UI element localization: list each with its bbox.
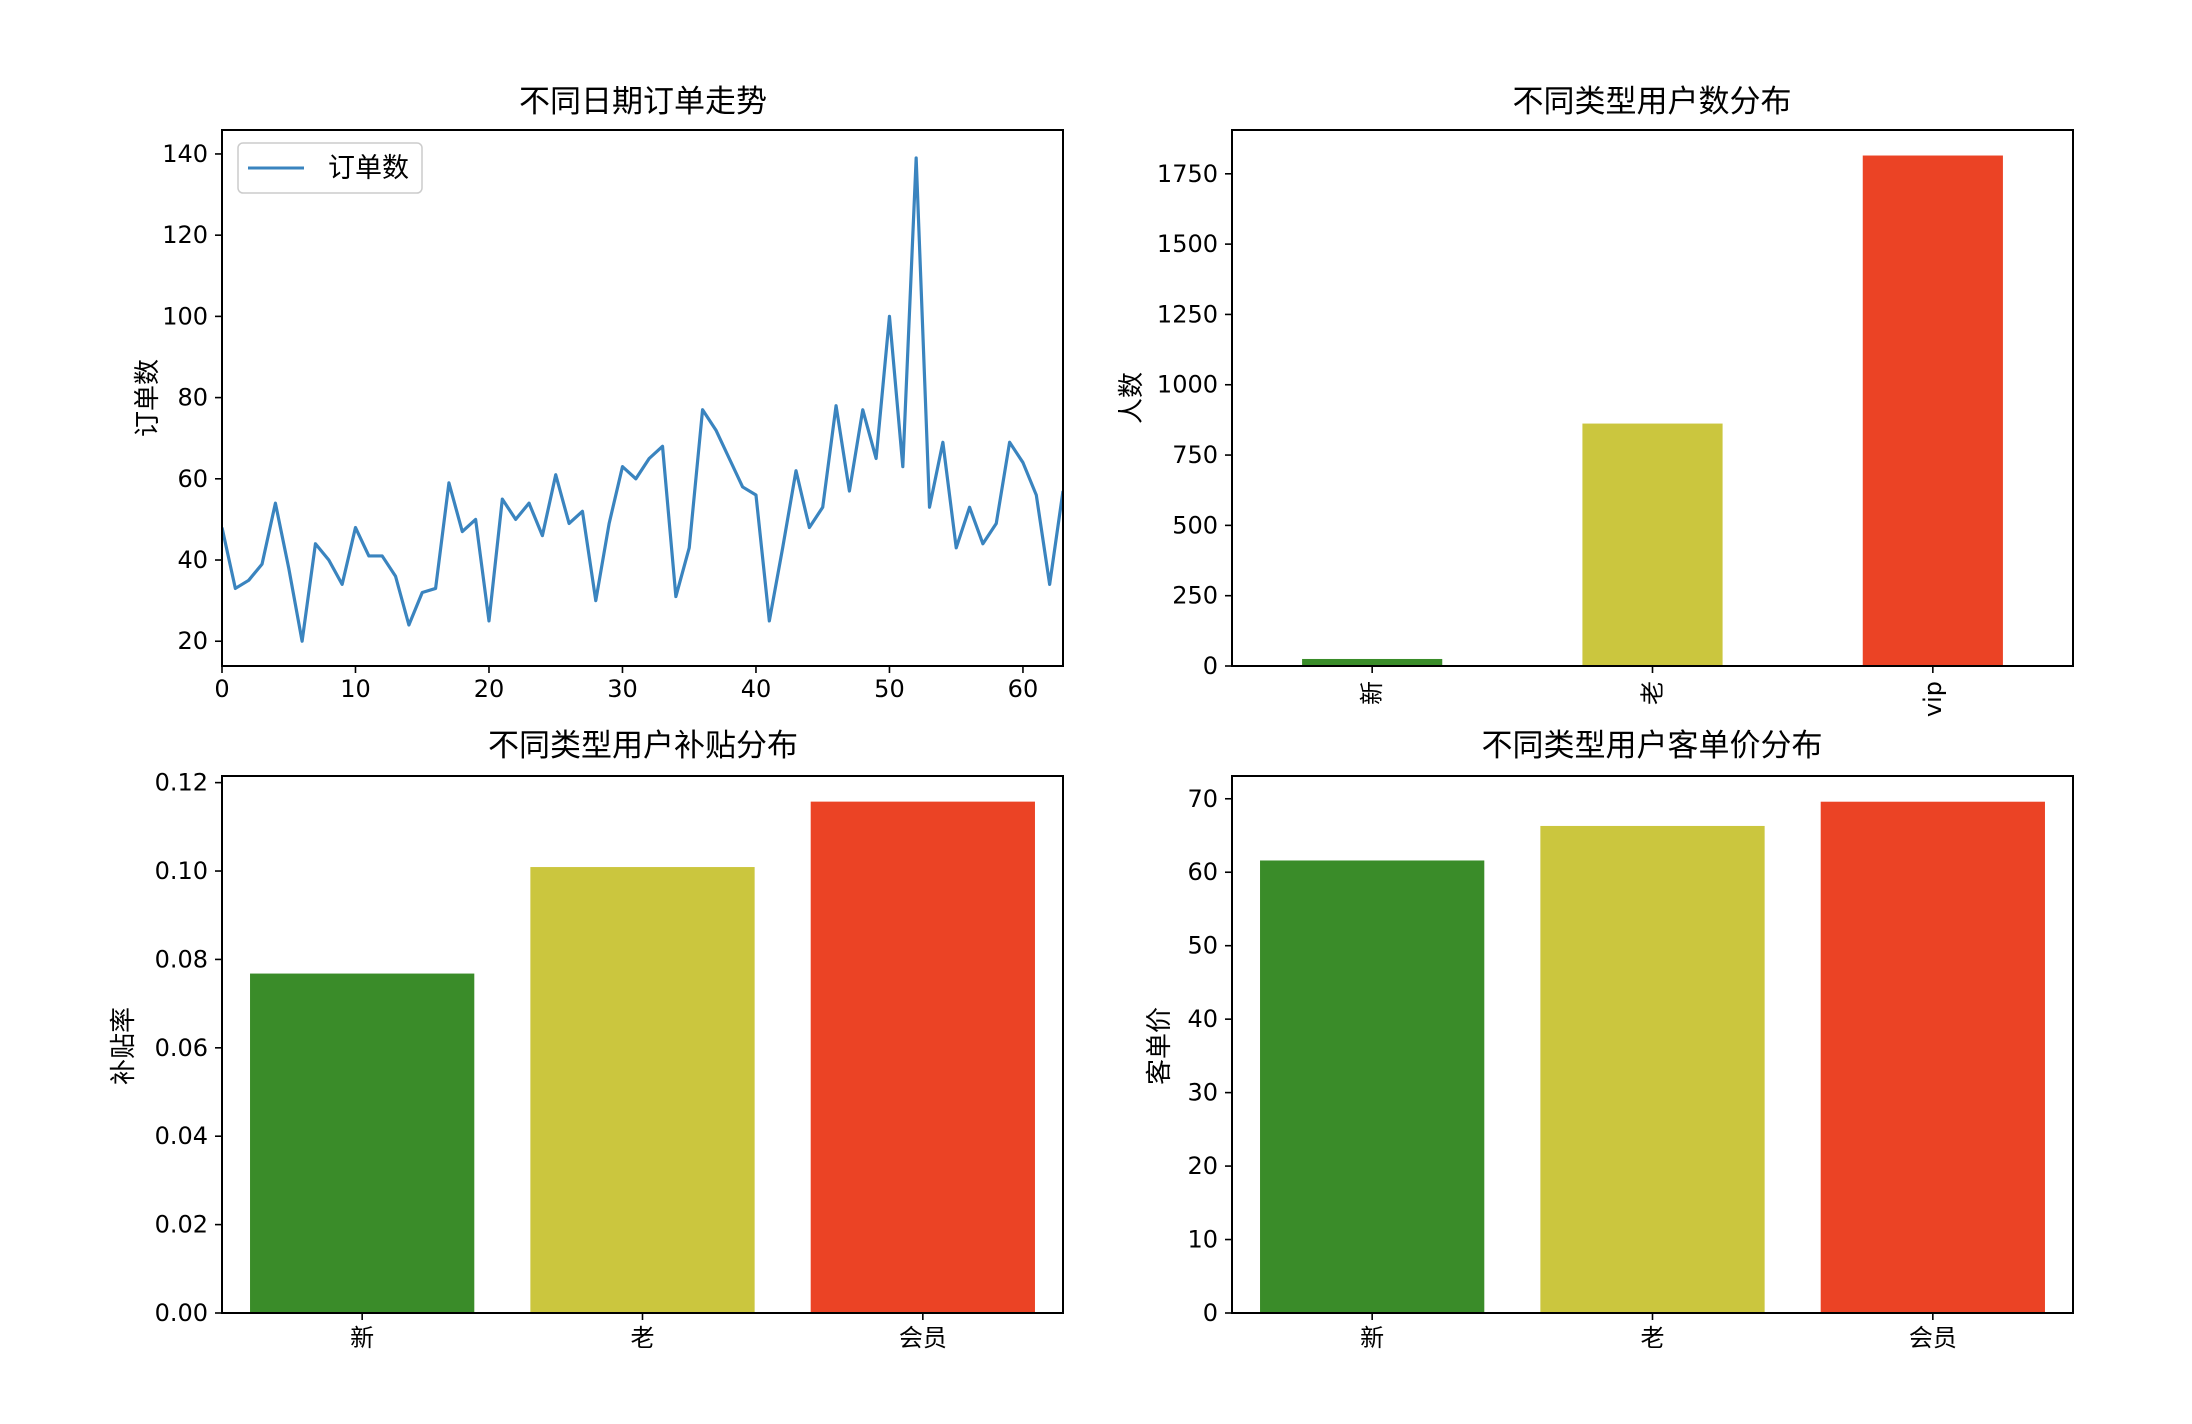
user-count-chart: 不同类型用户数分布 人数 0 250 500 750 1000 1250 1500 1750 新… <box>1117 84 2074 717</box>
bar <box>1260 860 1485 1313</box>
axis-ticks: 0 10 20 30 40 50 60 70 新 老 会员 <box>1187 785 1956 1352</box>
y-axis-label: 人数 <box>1117 372 1147 424</box>
y-tick-label: 0.04 <box>155 1122 208 1150</box>
bar <box>1540 825 1765 1313</box>
x-tick-label: 老 <box>1641 1324 1665 1352</box>
axis-ticks: 20 40 60 80 100 120 140 0 10 20 30 40 50 60 <box>162 140 1038 703</box>
y-tick-label: 0.00 <box>155 1299 208 1327</box>
y-tick-label: 0 <box>1203 652 1218 680</box>
y-tick-label: 80 <box>177 384 208 412</box>
bar <box>1820 801 2045 1313</box>
y-tick-label: 60 <box>1187 858 1218 886</box>
x-tick-label: 新 <box>350 1324 374 1352</box>
y-tick-label: 500 <box>1172 511 1218 539</box>
y-tick-label: 1750 <box>1157 160 1218 188</box>
y-tick-label: 0.10 <box>155 857 208 885</box>
y-tick-label: 120 <box>162 221 208 249</box>
chart-title: 不同类型用户数分布 <box>1513 84 1792 120</box>
axis-ticks: 0.00 0.02 0.04 0.06 0.08 0.10 0.12 新 老 会员 <box>155 769 947 1352</box>
axes-frame <box>221 129 1064 667</box>
x-tick-label: 50 <box>874 675 905 703</box>
bar <box>250 973 475 1313</box>
orders-trend-chart: 不同日期订单走势 订单数 20 40 60 80 100 120 140 0 10 20 30 40 5… <box>133 84 1064 703</box>
chart-title: 不同类型用户补贴分布 <box>488 728 798 764</box>
unit-price-chart: 不同类型用户客单价分布 客单价 0 10 20 30 40 50 60 70 新 老 会员 <box>1145 728 2074 1352</box>
y-tick-label: 0.06 <box>155 1034 208 1062</box>
subsidy-rate-chart: 不同类型用户补贴分布 补贴率 0.000.020.040.060.080.100… <box>109 728 1064 1352</box>
bar <box>1862 155 2003 666</box>
x-tick-label: 新 <box>1358 681 1386 705</box>
y-tick-label: 40 <box>177 546 208 574</box>
x-tick-label: 0 <box>214 675 229 703</box>
x-tick-label: 10 <box>340 675 371 703</box>
axis-ticks: 0 250 500 750 1000 1250 1500 1750 新 老 vip <box>1157 160 1947 717</box>
x-tick-label: 老 <box>631 1324 655 1352</box>
y-tick-label: 1000 <box>1157 371 1218 399</box>
y-tick-label: 250 <box>1172 582 1218 610</box>
x-tick-label: 新 <box>1360 1324 1384 1352</box>
y-tick-label: 750 <box>1172 441 1218 469</box>
y-axis-label: 客单价 <box>1145 1007 1175 1085</box>
y-tick-label: 30 <box>1187 1079 1218 1107</box>
y-tick-label: 0 <box>1203 1299 1218 1327</box>
chart-title: 不同类型用户客单价分布 <box>1482 728 1823 764</box>
y-tick-label: 50 <box>1187 932 1218 960</box>
y-tick-label: 60 <box>177 465 208 493</box>
plot-area <box>1260 801 2045 1313</box>
x-tick-label: 30 <box>607 675 638 703</box>
x-tick-label: 40 <box>741 675 772 703</box>
y-tick-label: 100 <box>162 302 208 330</box>
bar <box>1302 658 1443 666</box>
x-tick-label: vip <box>1919 681 1947 717</box>
bar <box>530 867 755 1313</box>
y-tick-label: 1250 <box>1157 300 1218 328</box>
y-tick-label: 140 <box>162 140 208 168</box>
y-tick-label: 20 <box>1187 1152 1218 1180</box>
y-tick-label: 40 <box>1187 1005 1218 1033</box>
bar <box>1582 423 1723 666</box>
y-tick-label: 0.02 <box>155 1211 208 1239</box>
x-tick-label: 会员 <box>899 1324 947 1352</box>
y-axis-label: 订单数 <box>133 359 163 437</box>
series-line <box>222 156 1063 643</box>
plot-area <box>250 801 1035 1313</box>
plot-area <box>222 156 1063 643</box>
legend: 订单数 <box>237 142 423 194</box>
y-tick-label: 1500 <box>1157 230 1218 258</box>
y-tick-label: 0.08 <box>155 945 208 973</box>
chart-title: 不同日期订单走势 <box>519 84 767 120</box>
y-tick-label: 10 <box>1187 1226 1218 1254</box>
x-tick-label: 60 <box>1008 675 1039 703</box>
y-axis-label: 补贴率 <box>109 1007 139 1085</box>
x-tick-label: 老 <box>1639 681 1667 705</box>
legend-box <box>237 142 423 194</box>
legend-label: 订单数 <box>328 153 409 184</box>
x-tick-label: 20 <box>474 675 505 703</box>
plot-area <box>1302 155 2003 666</box>
bar <box>810 801 1035 1313</box>
x-tick-label: 会员 <box>1909 1324 1957 1352</box>
y-tick-label: 0.12 <box>155 769 208 797</box>
y-tick-label: 70 <box>1187 785 1218 813</box>
y-tick-label: 20 <box>177 627 208 655</box>
